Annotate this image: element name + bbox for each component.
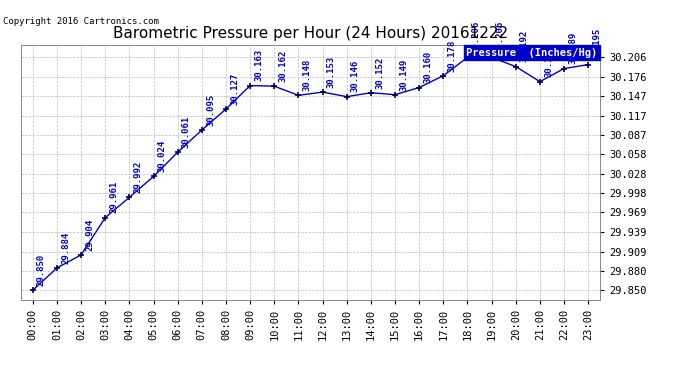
Text: 30.206: 30.206 (472, 21, 481, 53)
Text: 30.095: 30.095 (206, 94, 215, 126)
Text: Copyright 2016 Cartronics.com: Copyright 2016 Cartronics.com (3, 17, 159, 26)
Text: 30.024: 30.024 (158, 140, 167, 172)
Text: Pressure  (Inches/Hg): Pressure (Inches/Hg) (466, 48, 598, 57)
Text: 30.206: 30.206 (496, 21, 505, 53)
Text: 30.195: 30.195 (593, 28, 602, 60)
Text: 30.152: 30.152 (375, 56, 384, 88)
Text: 29.961: 29.961 (110, 181, 119, 213)
Text: 30.162: 30.162 (279, 50, 288, 82)
Text: 30.192: 30.192 (520, 30, 529, 62)
Text: 30.153: 30.153 (327, 56, 336, 88)
Text: 29.992: 29.992 (134, 161, 143, 193)
Text: 30.061: 30.061 (182, 116, 191, 148)
Text: 30.169: 30.169 (544, 45, 553, 78)
Text: 30.189: 30.189 (569, 32, 578, 64)
Text: 29.904: 29.904 (86, 219, 95, 251)
Text: 30.127: 30.127 (230, 73, 239, 105)
Title: Barometric Pressure per Hour (24 Hours) 20161222: Barometric Pressure per Hour (24 Hours) … (113, 26, 508, 41)
Text: 30.148: 30.148 (303, 59, 312, 91)
Text: 29.884: 29.884 (61, 231, 70, 264)
Text: 30.178: 30.178 (448, 39, 457, 72)
Text: 30.160: 30.160 (424, 51, 433, 83)
Text: 30.163: 30.163 (255, 49, 264, 81)
Text: 30.146: 30.146 (351, 60, 360, 93)
Text: 29.850: 29.850 (37, 254, 46, 286)
Text: 30.149: 30.149 (400, 58, 408, 90)
